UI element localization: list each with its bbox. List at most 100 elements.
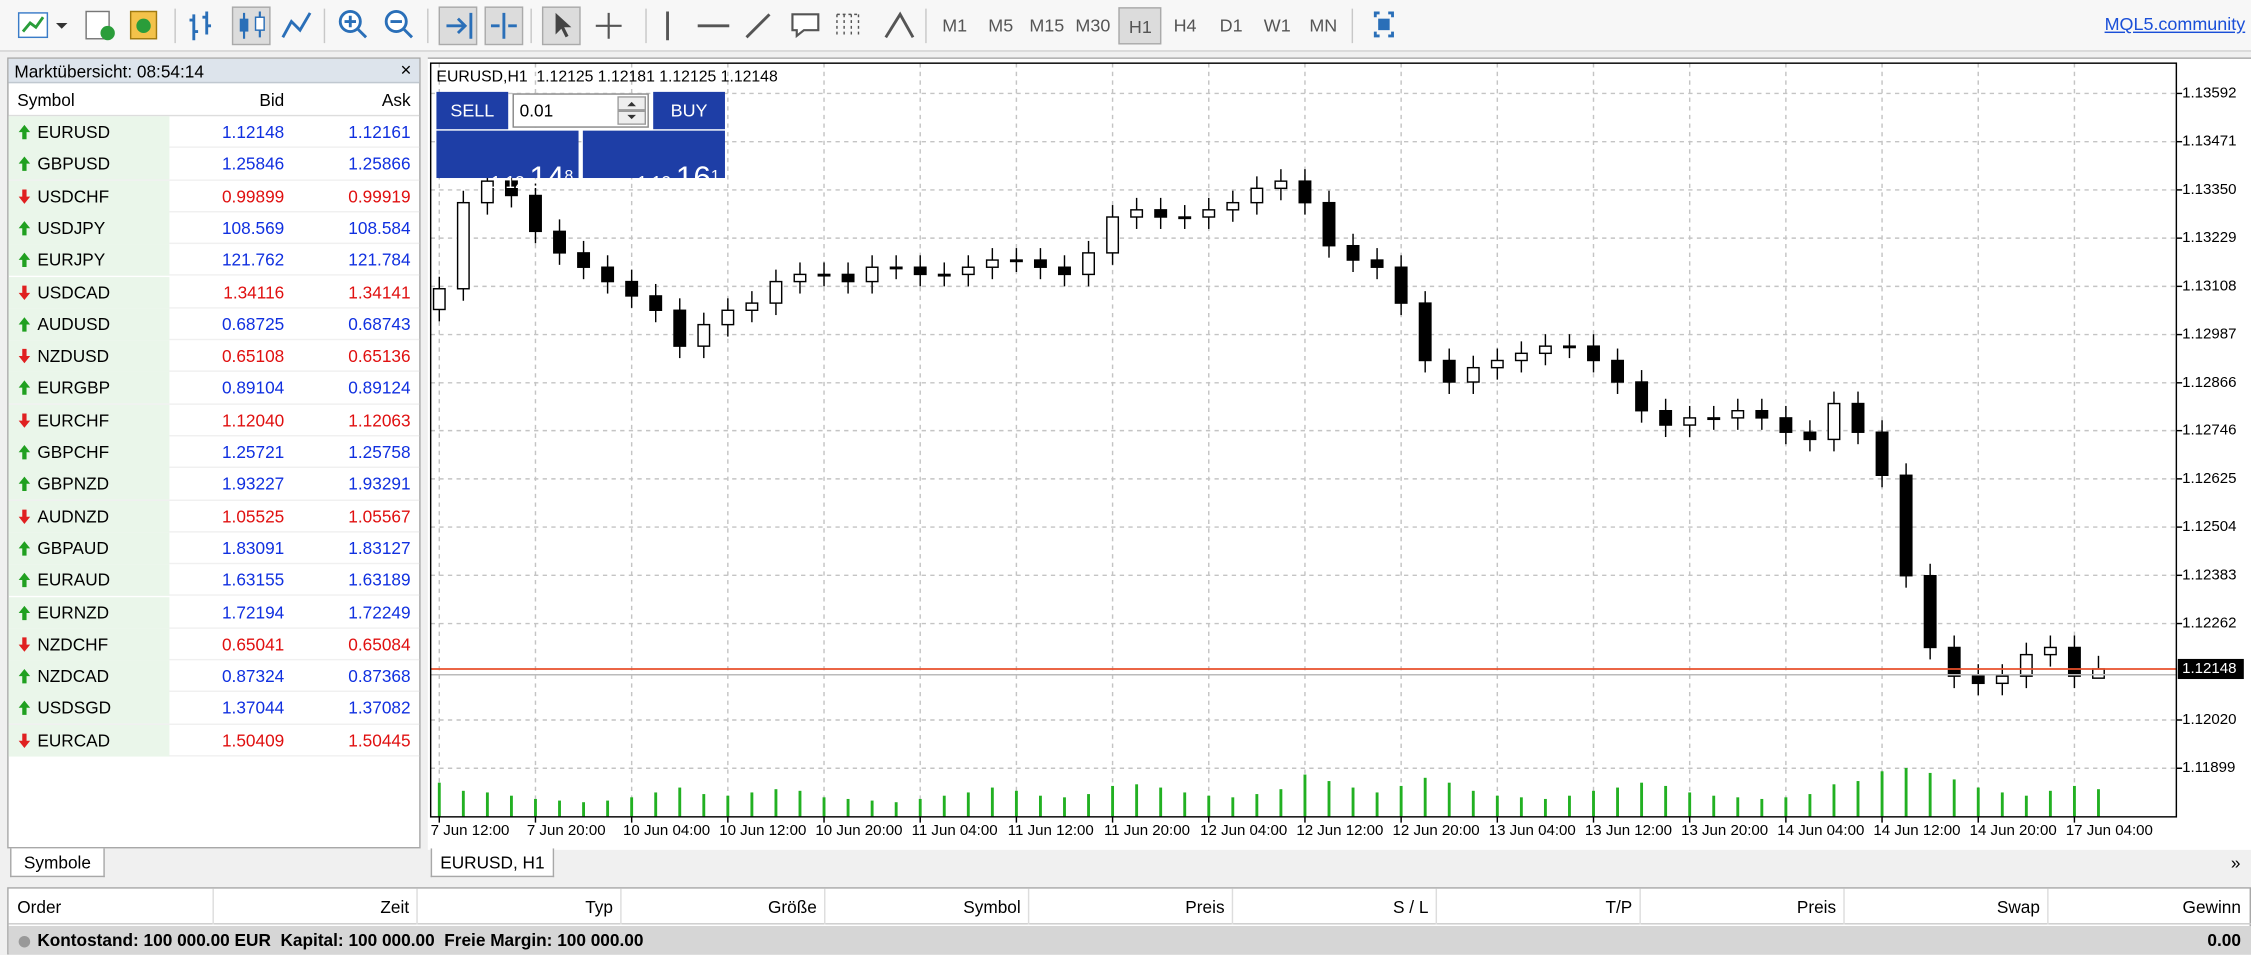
symbol-row[interactable]: GBPAUD 1.83091 1.83127 [8, 532, 420, 565]
symbol-row[interactable]: NZDUSD 0.65108 0.65136 [8, 340, 420, 373]
volume-bar [1856, 781, 1860, 817]
symbol-row[interactable]: EURGBP 0.89104 0.89124 [8, 372, 420, 405]
timeframe-button[interactable]: M15 [1027, 7, 1070, 44]
text-icon[interactable] [791, 13, 820, 39]
timeframe-button[interactable]: MN [1303, 7, 1346, 44]
chart-tab[interactable]: EURUSD, H1 [430, 848, 555, 878]
bid: 1.83091 [221, 538, 285, 559]
buy-button[interactable]: BUY [653, 91, 725, 130]
buy-label: BUY [670, 100, 708, 121]
bid: 1.34116 [223, 282, 285, 303]
objects-icon[interactable] [884, 11, 915, 39]
candle-body [1274, 180, 1288, 190]
symbol-cell-bg [8, 404, 170, 436]
timeframe-button-active[interactable]: H1 [1118, 7, 1162, 45]
close-button[interactable]: × [400, 58, 412, 81]
bid: 0.65041 [221, 634, 285, 655]
symbol-row[interactable]: NZDCAD 0.87324 0.87368 [8, 660, 420, 693]
bid: 1.12148 [221, 122, 285, 143]
tab[interactable]: Symbole [10, 848, 105, 878]
column-header: Preis [1185, 897, 1225, 918]
candle-body [553, 230, 566, 254]
bar-chart-icon[interactable] [189, 11, 212, 41]
symbol-row[interactable]: EURUSD 1.12148 1.12161 [8, 116, 420, 149]
zoom-in-icon[interactable] [338, 10, 368, 39]
toolbar-icons [17, 6, 1394, 46]
volume-bar [1447, 782, 1451, 817]
column-separator [1027, 888, 1030, 925]
candle-body [1731, 409, 1745, 419]
down-arrow [18, 188, 31, 204]
symbol-row[interactable]: EURCHF 1.12040 1.12063 [8, 404, 420, 437]
timeframe-button[interactable]: M5 [981, 7, 1024, 44]
y-tick-label: 1.12020 [2182, 711, 2236, 728]
scroll-tabs[interactable]: » [2230, 852, 2241, 873]
profiles-icon[interactable] [85, 10, 115, 41]
timeframe-button[interactable]: M30 [1073, 7, 1116, 44]
lot-input[interactable]: 0.01 [512, 93, 649, 128]
ask-price-box[interactable]: 1.12 161 [582, 130, 725, 195]
timeframe-button[interactable]: M1 [935, 7, 978, 44]
y-tick-label: 1.13471 [2182, 133, 2236, 150]
bid: 0.65108 [221, 346, 285, 367]
x-tick-label: 14 Jun 20:00 [1970, 822, 2057, 839]
community-link[interactable]: MQL5.community [2104, 14, 2246, 35]
timeframe-button[interactable]: H4 [1165, 7, 1208, 44]
symbol-row[interactable]: NZDCHF 0.65041 0.65084 [8, 628, 420, 661]
symbol-row[interactable]: EURCAD 1.50409 1.50445 [8, 724, 420, 757]
symbol-row[interactable]: AUDNZD 1.05525 1.05567 [8, 500, 420, 533]
symbol-row[interactable]: EURAUD 1.63155 1.63189 [8, 564, 420, 597]
symbol-row[interactable]: USDSGD 1.37044 1.37082 [8, 692, 420, 725]
spinner[interactable] [617, 96, 647, 125]
symbol: NZDCAD [37, 666, 110, 687]
volume-bar [1159, 787, 1163, 817]
volume-bar [1784, 797, 1788, 817]
column-separator [1435, 888, 1438, 925]
candle-body [1033, 259, 1047, 268]
new-chart-icon[interactable] [17, 12, 68, 39]
candle-body [1827, 402, 1841, 441]
timeframe-button[interactable]: D1 [1211, 7, 1254, 44]
symbol-row[interactable]: GBPNZD 1.93227 1.93291 [8, 468, 420, 501]
volume-bar [1039, 795, 1042, 817]
candle-body [889, 266, 903, 270]
ask: 1.12063 [348, 410, 411, 431]
volume-bar [1952, 779, 1956, 817]
sell-button[interactable]: SELL [436, 91, 509, 130]
ask: 0.87368 [348, 666, 411, 687]
candle-body [601, 266, 615, 283]
timeframe-button[interactable]: W1 [1257, 7, 1300, 44]
market-watch: Marktübersicht: 08:54:14 × Symbol Bid Ask … [7, 57, 421, 849]
column-separator [824, 888, 826, 925]
up-arrow [18, 220, 31, 236]
market-icon[interactable] [129, 10, 158, 40]
symbol-row[interactable]: USDCHF 0.99899 0.99919 [8, 180, 420, 213]
lot-value: 0.01 [519, 100, 554, 121]
trendline-icon[interactable] [745, 13, 771, 39]
line-chart-icon[interactable] [281, 12, 312, 39]
volume-bar [1832, 784, 1836, 817]
fullscreen-icon[interactable] [1373, 11, 1394, 38]
bid-price-box[interactable]: 1.12 148 [436, 130, 579, 195]
symbol-cell-bg [8, 180, 170, 212]
symbol-row[interactable]: GBPUSD 1.25846 1.25866 [8, 148, 420, 181]
symbol-row[interactable]: EURJPY 121.762 121.784 [8, 244, 420, 277]
candle-body [1346, 244, 1360, 261]
symbol: EURNZD [37, 602, 110, 623]
one-click-trading: SELL 0.01 BUY 1.12 148 1.12 161 [436, 91, 725, 195]
symbol-row[interactable]: GBPCHF 1.25721 1.25758 [8, 436, 420, 469]
symbol-row[interactable]: EURNZD 1.72194 1.72249 [8, 596, 420, 629]
symbol-row[interactable]: AUDUSD 0.68725 0.68743 [8, 308, 420, 341]
symbol-row[interactable]: USDCAD 1.34116 1.34141 [8, 276, 420, 309]
crosshair-icon[interactable] [595, 12, 622, 39]
zoom-out-icon[interactable] [384, 10, 414, 39]
column-header: T/P [1605, 897, 1633, 918]
symbol-row[interactable]: USDJPY 108.569 108.584 [8, 212, 420, 245]
candle-body [1947, 646, 1961, 677]
volume-bar [1375, 792, 1379, 817]
fibo-icon[interactable] [836, 13, 860, 38]
symbol-cell-bg [8, 340, 170, 372]
y-tick-label: 1.12262 [2182, 615, 2236, 632]
chart: 1.13592 1.13471 1.13350 1.13229 1.13108 1.129… [429, 62, 2244, 839]
column-header: Symbol [963, 897, 1021, 918]
